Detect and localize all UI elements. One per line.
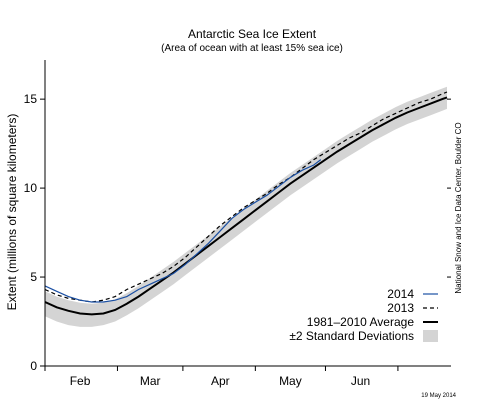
credit-text: National Snow and Ice Data Center, Bould… [454, 122, 463, 293]
series-line-2 [44, 96, 448, 316]
legend-label-2: 1981–2010 Average [307, 315, 415, 329]
y-tick-label-1: 5 [30, 270, 37, 284]
chart-title: Antarctic Sea Ice Extent [188, 27, 317, 41]
x-tick-label-3: May [279, 374, 302, 388]
y-axis-label: Extent (millions of square kilometers) [5, 114, 19, 311]
legend-label-0: 2014 [387, 287, 414, 301]
x-tick-label-1: Mar [140, 374, 161, 388]
legend-label-3: ±2 Standard Deviations [289, 329, 414, 343]
x-tick-label-0: Feb [70, 374, 91, 388]
series-line-0 [44, 159, 322, 303]
series-line-1 [44, 91, 448, 303]
plot-area: 0 5 10 15 Feb Mar Apr May Jun [24, 60, 451, 388]
chart-subtitle: (Area of ocean with at least 15% sea ice… [161, 43, 343, 54]
y-tick-label-3: 15 [24, 92, 38, 106]
legend-swatch-3 [423, 330, 438, 342]
legend-label-1: 2013 [387, 301, 414, 315]
x-tick-label-2: Apr [211, 374, 230, 388]
x-tick-label-4: Jun [351, 374, 370, 388]
y-tick-label-2: 10 [24, 181, 38, 195]
y-tick-label-0: 0 [30, 359, 37, 373]
date-stamp: 19 May 2014 [421, 393, 456, 399]
